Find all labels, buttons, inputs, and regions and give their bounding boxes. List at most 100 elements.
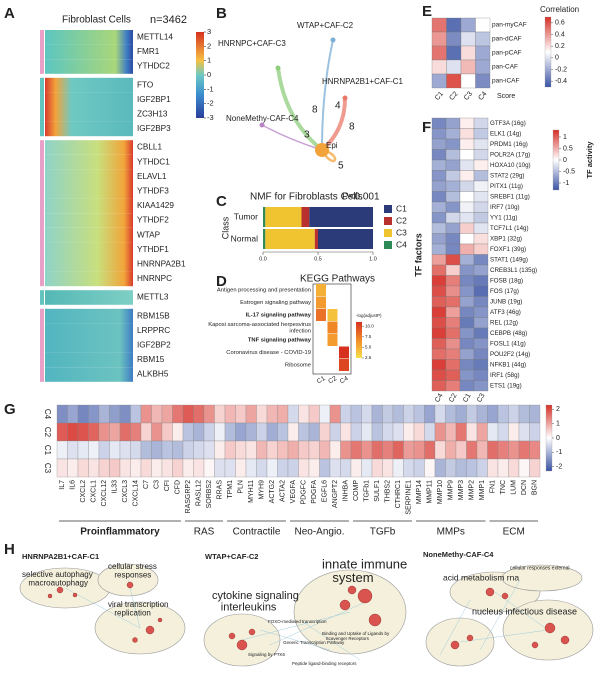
heatmap-row (45, 338, 133, 353)
heatmap-cell (151, 440, 163, 460)
heatmap-cell (431, 338, 447, 350)
colorbar-tick-label: -2 (556, 464, 562, 471)
row-label: ELK1 (14g) (490, 130, 521, 137)
term-label: cellular responses external (510, 565, 569, 571)
heatmap-cell (475, 73, 491, 89)
heatmap-cell (214, 440, 226, 460)
colorbar-tick-label: 0.5 (563, 145, 573, 152)
axis-label: TF factors (413, 233, 423, 277)
heatmap-cell (382, 422, 394, 442)
heatmap-cell (473, 180, 489, 192)
heatmap-cell (445, 180, 461, 192)
legend-label: C4 (396, 239, 407, 249)
heatmap-cell (277, 404, 289, 424)
gene-label: IGF2BP3 (137, 124, 171, 133)
heatmap-cell (475, 17, 491, 33)
heatmap-cell (445, 117, 461, 129)
heatmap-cell (266, 422, 278, 442)
heatmap-cell (214, 422, 226, 442)
group-strip (40, 290, 44, 305)
heatmap-cell (193, 440, 205, 460)
column-label: C4 (434, 392, 445, 403)
group-label: RAS (194, 527, 215, 538)
row-label: STAT2 (29g) (490, 172, 525, 179)
heatmap-cell (431, 254, 447, 266)
heatmap-cell (459, 117, 475, 129)
gene-label: FN1 (490, 480, 497, 493)
legend-swatch (384, 241, 392, 249)
heatmap-cell (431, 59, 447, 75)
enrichment-cell (327, 309, 338, 321)
heatmap-cell (473, 306, 489, 318)
heatmap-cell (98, 404, 110, 424)
heatmap-cell (182, 422, 194, 442)
heatmap-cell (473, 138, 489, 150)
gene-label: MMP9 (448, 480, 455, 500)
heatmap-row (45, 184, 133, 199)
term-label: viral transcription (108, 600, 168, 609)
group-strip (40, 77, 44, 137)
heatmap-cell (445, 170, 461, 182)
edge (276, 67, 324, 152)
heatmap-row (45, 59, 133, 74)
gene-label: DCN (521, 480, 528, 495)
gene-label: YTHDC1 (137, 157, 170, 166)
term-label: Peptide ligand-binding receptors (292, 661, 357, 666)
colorbar-tick-label: 1 (563, 134, 567, 141)
colorbar-tick-label: 0 (556, 435, 560, 442)
heatmap-cell (445, 191, 461, 203)
heatmap-cell (459, 201, 475, 213)
heatmap-cell (298, 404, 310, 424)
heatmap-cell (287, 422, 299, 442)
heatmap-cell (459, 306, 475, 318)
heatmap-cell (392, 422, 404, 442)
column-label: C4 (339, 375, 350, 385)
gene-label: IGF2BP1 (137, 95, 171, 104)
heatmap-cell (382, 458, 394, 478)
heatmap-cell (445, 201, 461, 213)
colorbar-tick-label: 0.4 (555, 31, 565, 38)
heatmap-cell (473, 117, 489, 129)
panel-letter: H (4, 541, 15, 558)
heatmap-cell (518, 404, 530, 424)
node (259, 122, 265, 128)
axis-label: Class (220, 216, 230, 239)
heatmap-cell (445, 380, 461, 392)
heatmap-cell (403, 440, 415, 460)
heatmap-cell (319, 422, 331, 442)
row-label: pan-pCAF (492, 50, 522, 57)
row-label: XBP1 (32g) (490, 235, 522, 242)
heatmap-cell (466, 458, 478, 478)
heatmap-cell (256, 458, 268, 478)
heatmap-cell (413, 458, 425, 478)
heatmap-cell (193, 404, 205, 424)
heatmap-row (45, 367, 133, 382)
colorbar-tick-label: 7.5 (365, 334, 372, 339)
heatmap-cell (287, 458, 299, 478)
edge-weight: 8 (312, 105, 318, 116)
panel-title: Fibroblast Cells (62, 15, 131, 26)
heatmap-cell (473, 149, 489, 161)
colorbar-tick-label: -1 (563, 180, 569, 187)
colorbar-tick-label: -3 (207, 113, 214, 122)
network-title: NoneMethy-CAF-C4 (423, 550, 494, 559)
heatmap-cell (475, 45, 491, 61)
heatmap-cell (308, 458, 320, 478)
heatmap-row (45, 77, 133, 93)
heatmap-cell (445, 306, 461, 318)
heatmap-cell (497, 404, 509, 424)
gene-label: ALKBH5 (137, 370, 169, 379)
heatmap-cell (445, 275, 461, 287)
panel-letter: G (4, 401, 16, 418)
heatmap-row (45, 121, 133, 137)
heatmap-row (45, 290, 133, 305)
node-label: HNRNPA2B1+CAF-C1 (322, 77, 404, 86)
gene-label: CXCL3 (122, 480, 129, 503)
heatmap-cell (130, 440, 142, 460)
heatmap-cell (329, 440, 341, 460)
heatmap-cell (487, 440, 499, 460)
colorbar-title: TF activity (585, 141, 594, 179)
colorbar (356, 322, 362, 358)
gene-label: CFI (164, 480, 171, 491)
gene-label: METTL14 (137, 32, 173, 41)
